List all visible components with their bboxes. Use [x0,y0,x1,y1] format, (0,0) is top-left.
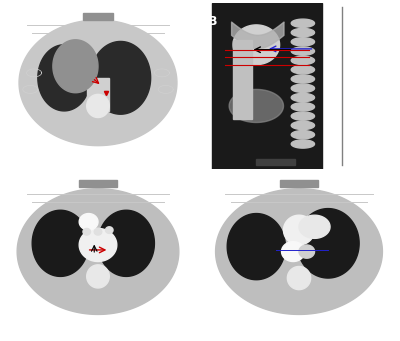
Polygon shape [216,189,382,314]
Polygon shape [53,40,98,93]
Polygon shape [291,38,314,46]
Polygon shape [79,228,117,262]
Polygon shape [212,3,322,169]
Text: B: B [208,15,217,28]
Polygon shape [291,56,314,64]
Polygon shape [291,93,314,102]
Polygon shape [291,84,314,92]
Polygon shape [87,265,109,288]
Polygon shape [291,112,314,120]
Polygon shape [287,266,311,290]
Polygon shape [229,89,284,122]
Polygon shape [297,209,359,278]
Polygon shape [106,227,113,233]
Polygon shape [32,210,89,277]
Polygon shape [291,131,314,139]
Polygon shape [87,78,109,111]
Polygon shape [79,180,117,187]
Polygon shape [291,28,314,37]
Polygon shape [291,121,314,130]
Polygon shape [256,159,295,165]
Polygon shape [299,215,330,238]
Polygon shape [87,94,109,118]
Polygon shape [233,25,280,64]
Polygon shape [291,19,314,27]
Polygon shape [83,228,90,235]
Polygon shape [79,213,98,230]
Polygon shape [98,210,154,277]
Text: D: D [208,184,218,197]
Polygon shape [17,189,179,314]
Polygon shape [90,42,151,114]
Polygon shape [83,13,113,20]
Polygon shape [233,40,252,119]
Text: C: C [10,184,19,197]
Polygon shape [282,242,305,262]
Polygon shape [284,215,314,245]
Text: A: A [10,15,19,28]
Polygon shape [291,140,314,148]
Polygon shape [291,75,314,83]
Polygon shape [227,213,286,280]
Polygon shape [291,47,314,55]
Polygon shape [291,103,314,111]
Polygon shape [280,180,318,187]
Polygon shape [299,245,314,258]
Polygon shape [291,65,314,74]
Polygon shape [19,20,177,146]
Polygon shape [38,45,90,111]
Polygon shape [94,228,102,235]
